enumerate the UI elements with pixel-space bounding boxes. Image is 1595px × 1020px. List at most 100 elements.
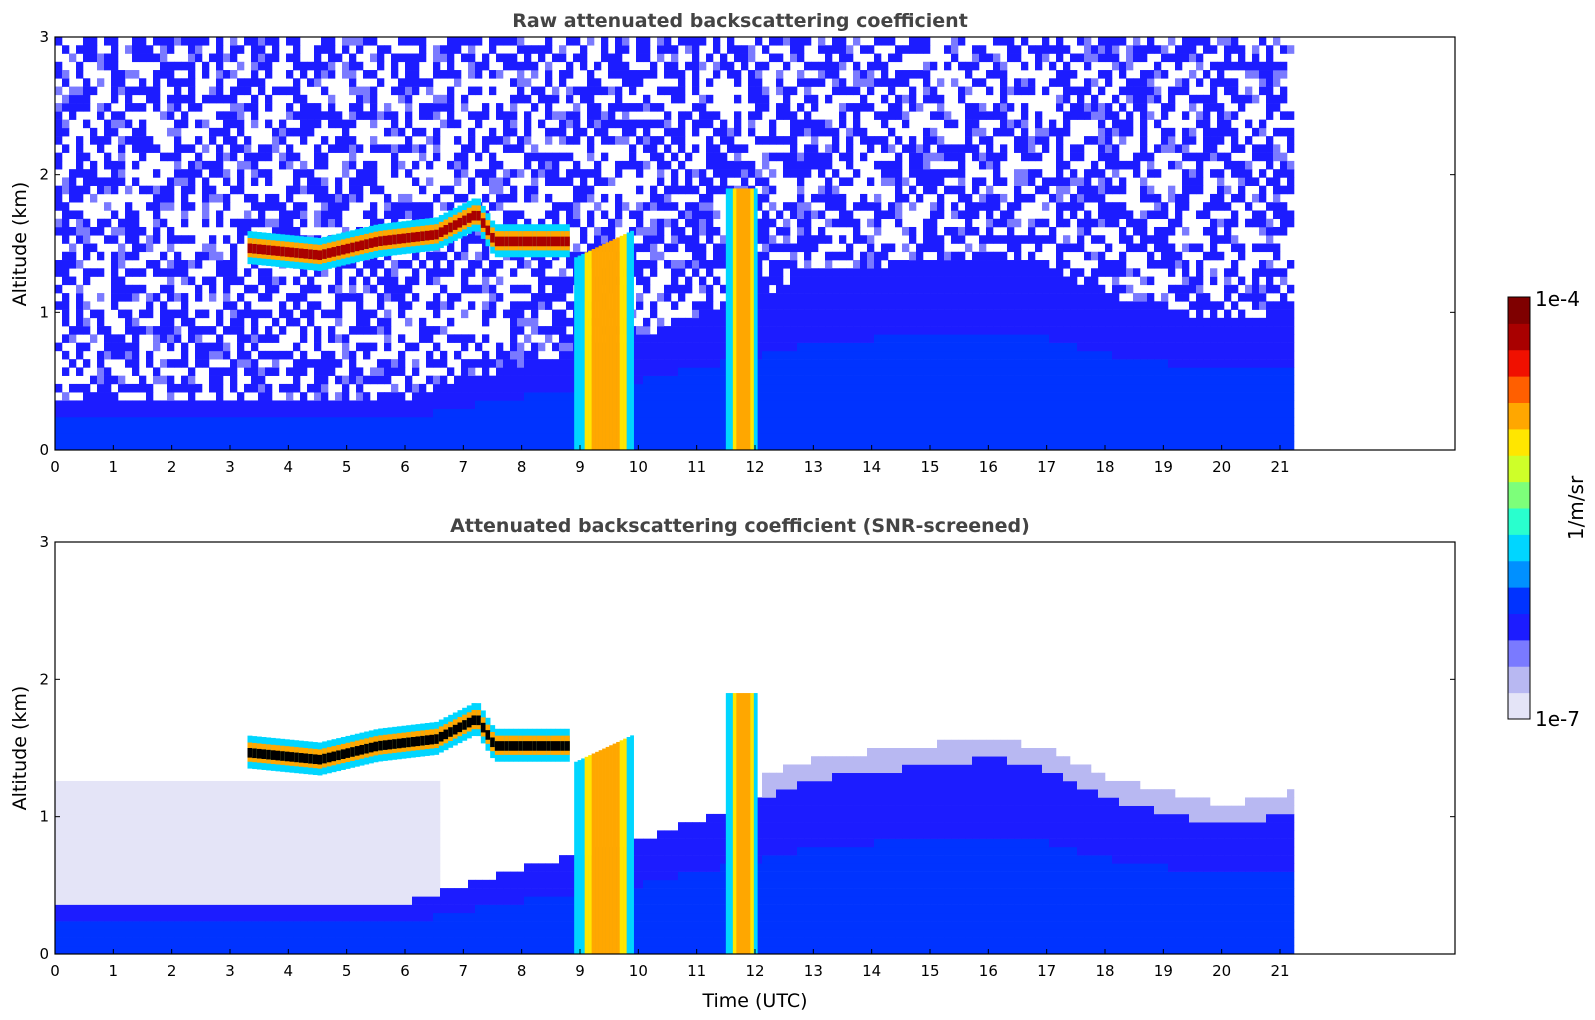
heatmap-cell	[979, 400, 987, 409]
heatmap-cell	[279, 152, 287, 162]
heatmap-cell	[209, 193, 217, 203]
heatmap-cell	[860, 425, 868, 434]
heatmap-cell	[1028, 317, 1036, 327]
heatmap-cell	[664, 400, 672, 409]
heatmap-cell	[895, 160, 903, 170]
heatmap-cell	[685, 350, 693, 360]
heatmap-cell	[559, 70, 567, 79]
heatmap-cell	[111, 293, 119, 302]
heatmap-cell	[1035, 317, 1043, 327]
heatmap-cell	[461, 383, 469, 393]
heatmap-cell	[69, 416, 77, 426]
heatmap-cell	[678, 317, 686, 327]
heatmap-cell	[538, 326, 546, 335]
heatmap-cell	[517, 416, 525, 426]
heatmap-cell	[762, 61, 770, 71]
heatmap-cell	[503, 359, 511, 368]
heatmap-cell	[265, 350, 273, 360]
heatmap-cell	[937, 359, 945, 368]
heatmap-cell	[937, 350, 945, 360]
heatmap-cell	[125, 226, 133, 236]
heatmap-cell	[377, 61, 385, 71]
heatmap-cell	[335, 185, 343, 195]
heatmap-cell	[643, 326, 651, 335]
heatmap-cell	[286, 218, 294, 228]
heatmap-cell	[916, 342, 924, 352]
heatmap-cell	[867, 359, 875, 368]
heatmap-cell	[783, 334, 791, 343]
heatmap-cell	[1000, 276, 1008, 286]
heatmap-cell	[545, 276, 553, 286]
heatmap-cell	[440, 268, 448, 277]
heatmap-cell	[1049, 127, 1057, 137]
heatmap-cell	[818, 160, 826, 170]
heatmap-cell	[993, 268, 1001, 277]
heatmap-cell	[146, 185, 154, 195]
heatmap-cell	[391, 284, 399, 294]
heatmap-cell	[1014, 218, 1022, 228]
heatmap-cell	[454, 251, 462, 261]
heatmap-cell	[860, 268, 868, 277]
heatmap-cell	[538, 416, 546, 426]
heatmap-cell	[503, 119, 511, 129]
heatmap-cell	[1063, 334, 1071, 343]
heatmap-cell	[153, 268, 161, 277]
heatmap-cell	[853, 408, 861, 418]
heatmap-cell	[692, 70, 700, 79]
heatmap-cell	[1028, 400, 1036, 409]
heatmap-cell	[1000, 326, 1008, 335]
heatmap-cell	[419, 103, 427, 112]
heatmap-cell	[195, 326, 203, 335]
heatmap-cell	[881, 37, 889, 46]
heatmap-cell	[335, 268, 343, 277]
heatmap-cell	[265, 276, 273, 286]
heatmap-cell	[832, 185, 840, 195]
heatmap-cell	[447, 103, 455, 112]
heatmap-cell	[83, 226, 91, 236]
heatmap-cell	[1056, 45, 1064, 54]
heatmap-cell	[1091, 334, 1099, 343]
heatmap-cell	[755, 94, 763, 104]
heatmap-cell	[230, 383, 238, 393]
heatmap-cell	[412, 342, 420, 352]
heatmap-cell	[804, 243, 812, 253]
heatmap-cell	[97, 111, 105, 120]
heatmap-cell	[1028, 169, 1036, 178]
heatmap-cell	[930, 400, 938, 409]
heatmap-cell	[531, 317, 539, 327]
heatmap-cell	[300, 400, 308, 409]
heatmap-cell	[895, 400, 903, 409]
heatmap-cell	[566, 169, 574, 178]
heatmap-cell	[363, 169, 371, 178]
heatmap-cell	[1091, 301, 1099, 310]
heatmap-cell	[797, 392, 805, 401]
heatmap-cell	[825, 235, 833, 244]
heatmap-cell	[762, 408, 770, 418]
heatmap-cell	[97, 218, 105, 228]
heatmap-cell	[335, 177, 343, 186]
heatmap-cell	[839, 45, 847, 54]
heatmap-cell	[615, 169, 623, 178]
heatmap-cell	[587, 86, 595, 96]
heatmap-cell	[860, 103, 868, 112]
heatmap-cell	[153, 260, 161, 269]
heatmap-cell	[321, 400, 329, 409]
heatmap-cell	[1063, 317, 1071, 327]
heatmap-cell	[1042, 284, 1050, 294]
heatmap-cell	[986, 144, 994, 153]
heatmap-cell	[370, 375, 378, 385]
heatmap-cell	[405, 210, 413, 220]
heatmap-cell	[272, 45, 280, 54]
heatmap-cell	[762, 218, 770, 228]
heatmap-cell	[566, 218, 574, 228]
heatmap-cell	[258, 152, 266, 162]
heatmap-cell	[405, 86, 413, 96]
heatmap-cell	[1007, 226, 1015, 236]
heatmap-cell	[790, 260, 798, 269]
heatmap-cell	[699, 433, 707, 443]
heatmap-cell	[881, 441, 889, 451]
heatmap-cell	[818, 268, 826, 277]
heatmap-cell	[972, 317, 980, 327]
heatmap-cell	[153, 185, 161, 195]
heatmap-cell	[888, 326, 896, 335]
